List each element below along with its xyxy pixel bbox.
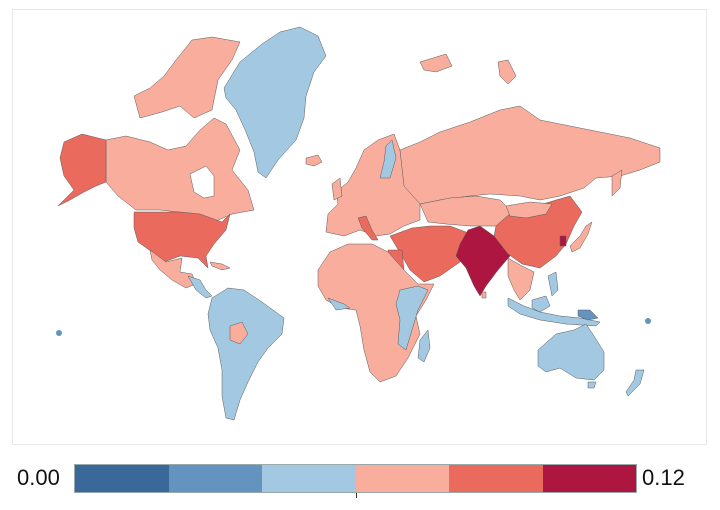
region-south-america — [207, 287, 285, 421]
region-italy — [357, 215, 379, 241]
region-pacific-island-east — [645, 318, 651, 324]
world-map — [56, 26, 661, 421]
region-australia — [537, 323, 605, 381]
region-alaska — [57, 133, 107, 207]
colorbar-center-tick — [356, 493, 357, 498]
region-united-states — [133, 211, 231, 269]
region-sri-lanka — [481, 291, 487, 299]
region-mongolia — [505, 201, 553, 219]
colorbar-min-label: 0.00 — [17, 465, 60, 490]
region-papua-new-guinea — [577, 309, 599, 321]
region-canada-arctic — [133, 36, 241, 119]
region-japan — [569, 221, 593, 253]
region-kamchatka — [611, 169, 623, 197]
region-bolivia — [229, 321, 249, 345]
colorbar-bin-4 — [449, 465, 543, 492]
region-pacific-island-west — [56, 330, 62, 336]
hudson-bay — [189, 165, 215, 199]
region-united-kingdom — [331, 177, 343, 201]
region-svalbard — [419, 53, 453, 73]
region-russia — [399, 105, 661, 205]
region-philippines — [547, 271, 559, 297]
region-central-america — [187, 275, 213, 299]
region-greenland — [223, 26, 327, 179]
colorbar-bin-5 — [542, 465, 636, 492]
region-madagascar — [417, 329, 431, 363]
colorbar-bin-0 — [75, 465, 169, 492]
colorbar: 0.00 0.12 — [0, 455, 720, 505]
colorbar-bin-2 — [262, 465, 356, 492]
colorbar-bin-3 — [355, 465, 449, 492]
colorbar-bar — [74, 464, 637, 493]
region-tasmania — [587, 381, 597, 389]
region-canada — [105, 117, 255, 223]
region-caribbean — [209, 261, 231, 271]
region-west-africa-coast — [327, 297, 351, 311]
region-east-africa — [395, 285, 429, 351]
region-new-zealand — [625, 369, 645, 397]
region-indonesia — [507, 297, 601, 327]
region-south-korea — [559, 235, 567, 247]
region-iceland — [305, 154, 323, 167]
region-southeast-asia — [507, 257, 535, 301]
colorbar-bin-1 — [168, 465, 262, 492]
colorbar-max-label: 0.12 — [642, 465, 685, 490]
region-finland — [379, 139, 397, 179]
region-russia-islands — [497, 59, 517, 85]
region-borneo — [531, 295, 551, 313]
